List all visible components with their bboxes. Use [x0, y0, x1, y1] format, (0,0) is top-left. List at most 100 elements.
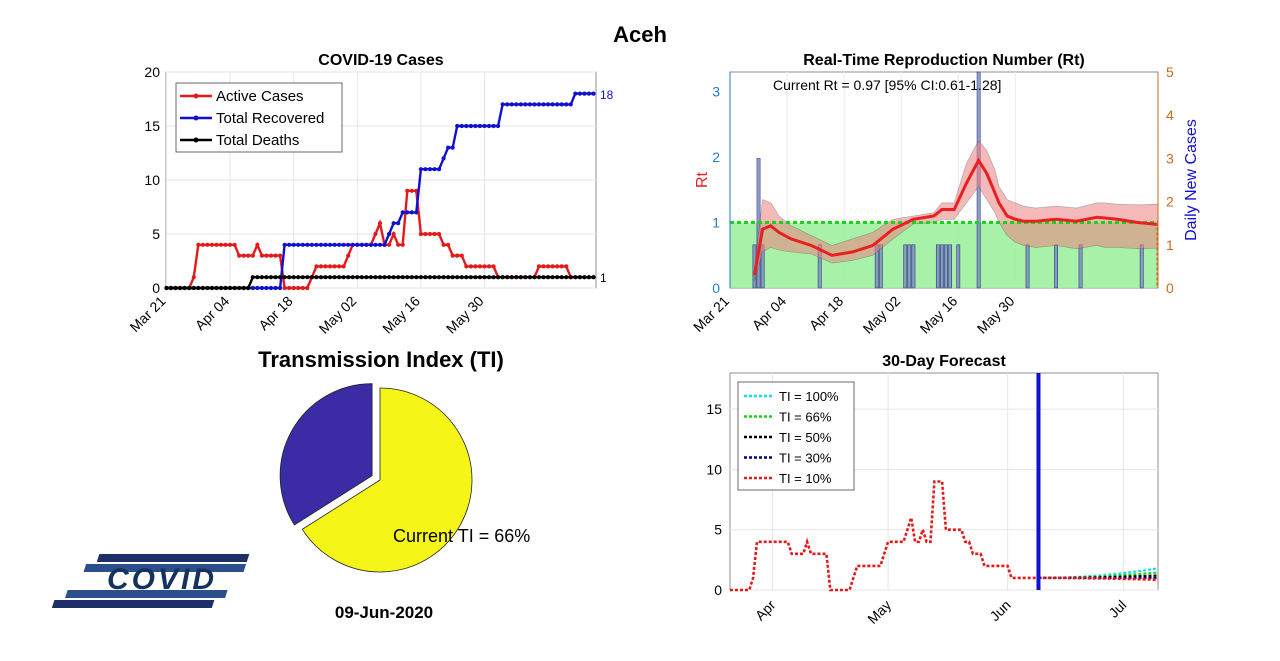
- active-cases-point: [418, 231, 423, 237]
- total-recovered-point: [555, 102, 560, 107]
- active-cases-point: [327, 264, 333, 269]
- total-deaths-point: [178, 285, 183, 291]
- total-recovered-legend-label: Total Recovered: [216, 110, 324, 127]
- daily-cases-bar: [1025, 244, 1030, 289]
- forecast-legend-box: [737, 381, 855, 491]
- cases-y-tick-label: 15: [144, 118, 160, 134]
- total-recovered-point: [264, 285, 269, 291]
- total-deaths-point: [241, 285, 246, 291]
- forecast-legend-label: TI = 66%: [779, 410, 832, 425]
- total-deaths-point: [500, 275, 505, 280]
- total-recovered-legend-marker: [193, 115, 199, 121]
- total-recovered-point: [300, 242, 305, 247]
- total-deaths-point: [527, 275, 533, 280]
- total-deaths-point: [273, 275, 278, 280]
- active-cases-point: [205, 242, 210, 247]
- active-cases-point: [491, 264, 496, 269]
- active-cases-point: [341, 264, 346, 269]
- active-cases-point: [486, 264, 492, 269]
- total-recovered-point: [355, 242, 360, 247]
- total-recovered-point: [291, 242, 296, 247]
- active-cases-point: [227, 242, 233, 247]
- active-cases-point: [232, 242, 237, 247]
- total-deaths-point: [327, 275, 333, 280]
- ti-section-title: Transmission Index (TI): [258, 347, 504, 372]
- total-deaths-point: [223, 285, 228, 291]
- total-deaths-point: [414, 275, 419, 280]
- total-recovered-point: [400, 210, 405, 215]
- total-deaths-point: [564, 275, 569, 280]
- total-deaths-point: [573, 275, 578, 280]
- total-deaths-point: [568, 275, 573, 280]
- rt-x-tick-label: Mar 21: [690, 293, 732, 335]
- forecast-chart: 30-Day Forecast Apr May Jun Jul 0 5 10 15 TI = …: [706, 353, 1159, 627]
- total-recovered-point: [255, 285, 260, 291]
- rt-y-axis-label: Rt: [694, 171, 711, 188]
- forecast-chart-title: 30-Day Forecast: [882, 353, 1006, 370]
- rt-y-tick-label: 0: [712, 280, 720, 296]
- total-deaths-point: [400, 275, 405, 280]
- active-cases-point: [564, 264, 569, 269]
- total-deaths-point: [309, 275, 314, 280]
- total-deaths-point: [264, 275, 269, 280]
- total-recovered-point: [518, 102, 523, 107]
- active-cases-point: [223, 242, 228, 247]
- total-recovered-point: [432, 167, 437, 172]
- total-deaths-point: [405, 275, 410, 280]
- active-cases-point: [314, 264, 319, 269]
- total-deaths-point: [541, 275, 546, 280]
- total-recovered-point: [441, 156, 446, 161]
- forecast-y-tick-label: 5: [714, 522, 722, 538]
- forecast-x-tick-label: Jul: [1105, 597, 1129, 621]
- total-deaths-point: [518, 275, 523, 280]
- total-deaths-point: [296, 275, 301, 280]
- total-recovered-point: [377, 242, 383, 247]
- active-cases-point: [373, 231, 378, 237]
- total-recovered-point: [287, 242, 292, 247]
- total-recovered-point: [486, 123, 492, 129]
- recovered-end-label: 18: [600, 88, 614, 102]
- rt-chart-title: Real-Time Reproduction Number (Rt): [803, 52, 1085, 69]
- total-deaths-point: [168, 285, 174, 291]
- total-deaths-point: [450, 275, 455, 280]
- total-deaths-point: [250, 275, 255, 280]
- total-deaths-point: [441, 275, 446, 280]
- total-recovered-point: [259, 285, 264, 291]
- total-deaths-point: [332, 275, 337, 280]
- total-deaths-point: [491, 275, 496, 280]
- total-recovered-point: [318, 242, 324, 247]
- total-deaths-point: [459, 275, 464, 280]
- total-deaths-point: [305, 275, 310, 280]
- total-recovered-point: [332, 242, 337, 247]
- total-recovered-point: [409, 210, 414, 215]
- active-cases-point: [409, 188, 414, 193]
- total-deaths-point: [436, 275, 442, 280]
- total-recovered-point: [427, 167, 433, 172]
- total-deaths-point: [182, 285, 187, 291]
- active-cases-point: [482, 264, 487, 269]
- total-deaths-point: [423, 275, 428, 280]
- total-deaths-point: [523, 275, 528, 280]
- active-cases-point: [464, 264, 469, 269]
- total-deaths-point: [409, 275, 414, 280]
- total-deaths-point: [164, 285, 169, 291]
- active-cases-point: [196, 242, 201, 247]
- forecast-legend-label: TI = 10%: [779, 471, 832, 486]
- daily-cases-bar: [911, 244, 916, 289]
- total-deaths-point: [391, 275, 396, 280]
- total-deaths-point: [505, 275, 510, 280]
- active-cases-point: [541, 264, 546, 269]
- total-recovered-point: [314, 242, 319, 247]
- total-recovered-point: [573, 91, 578, 96]
- total-recovered-point: [250, 285, 255, 291]
- total-deaths-point: [446, 275, 451, 280]
- total-deaths-point: [509, 275, 514, 280]
- active-cases-point: [436, 231, 442, 237]
- active-cases-point: [268, 253, 274, 258]
- total-recovered-point: [268, 285, 274, 291]
- daily-cases-bar: [1078, 244, 1083, 289]
- active-cases-point: [332, 264, 337, 269]
- total-deaths-point: [232, 285, 237, 291]
- total-deaths-point: [555, 275, 560, 280]
- daily-cases-y-tick-label: 4: [1166, 107, 1174, 123]
